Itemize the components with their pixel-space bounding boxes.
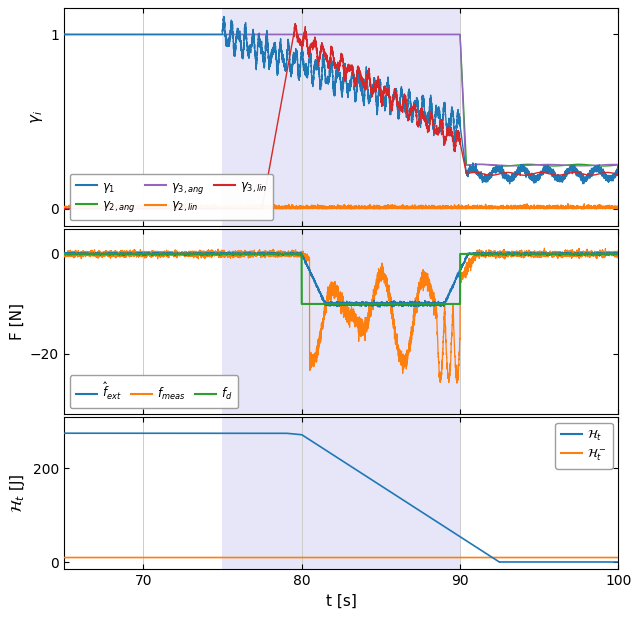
Legend: $\mathcal{H}_t$, $\mathcal{H}_t^-$: $\mathcal{H}_t$, $\mathcal{H}_t^-$ <box>556 423 612 469</box>
Legend: $\hat{f}_{ext}$, $f_{meas}$, $f_d$: $\hat{f}_{ext}$, $f_{meas}$, $f_d$ <box>70 375 238 408</box>
Legend: $\gamma_1$, $\gamma_{2,ang}$, $\gamma_{3,ang}$, $\gamma_{2,lin}$, $\gamma_{3,lin: $\gamma_1$, $\gamma_{2,ang}$, $\gamma_{3… <box>70 173 273 220</box>
Bar <box>223 417 460 569</box>
Bar <box>223 229 460 414</box>
Y-axis label: F [N]: F [N] <box>10 303 24 340</box>
Y-axis label: $\gamma_i$: $\gamma_i$ <box>29 110 45 124</box>
Bar <box>223 9 460 226</box>
X-axis label: t [s]: t [s] <box>326 594 356 608</box>
Y-axis label: $\mathcal{H}_t$ [J]: $\mathcal{H}_t$ [J] <box>8 473 28 513</box>
